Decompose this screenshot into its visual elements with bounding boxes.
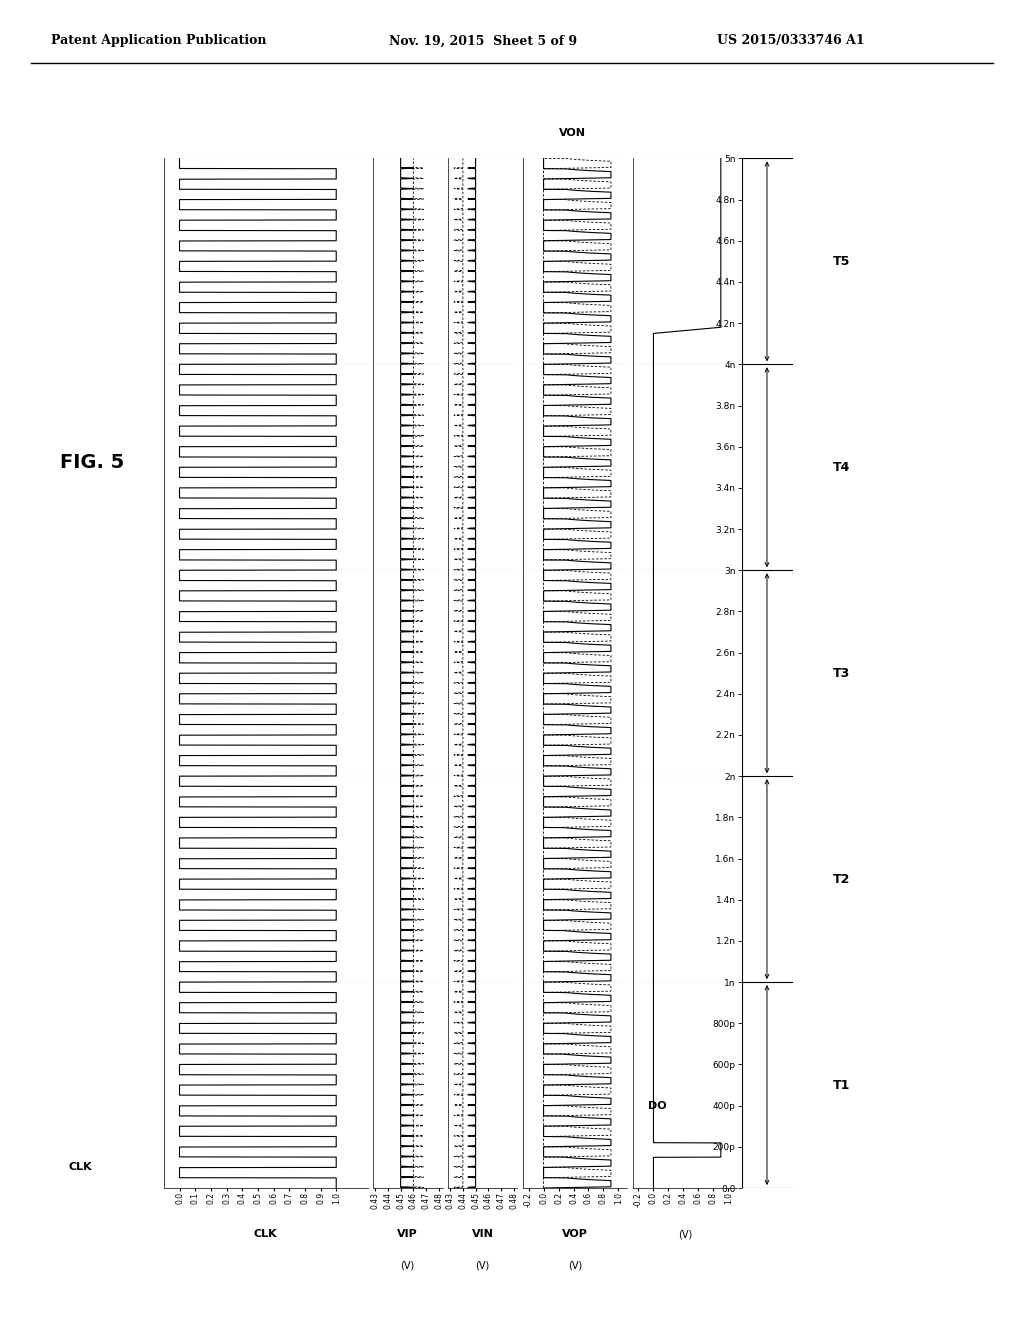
Text: VIN: VIN: [472, 1229, 494, 1239]
Text: T1: T1: [833, 1078, 850, 1092]
Text: FIG. 5: FIG. 5: [60, 453, 124, 471]
Text: CLK: CLK: [254, 1229, 278, 1239]
Text: (V): (V): [568, 1261, 582, 1270]
Text: T4: T4: [833, 461, 850, 474]
Text: Patent Application Publication: Patent Application Publication: [51, 34, 266, 48]
Text: (V): (V): [475, 1261, 489, 1270]
Text: CLK: CLK: [69, 1163, 92, 1172]
Text: T2: T2: [833, 873, 850, 886]
Text: (V): (V): [678, 1229, 692, 1239]
Text: T5: T5: [833, 255, 850, 268]
Text: VON: VON: [559, 128, 587, 137]
Text: VIP: VIP: [397, 1229, 418, 1239]
Text: VOP: VOP: [562, 1229, 588, 1239]
Text: US 2015/0333746 A1: US 2015/0333746 A1: [717, 34, 864, 48]
Text: Nov. 19, 2015  Sheet 5 of 9: Nov. 19, 2015 Sheet 5 of 9: [389, 34, 578, 48]
Text: (V): (V): [400, 1261, 415, 1270]
Text: T3: T3: [833, 667, 850, 680]
Text: DO: DO: [648, 1101, 667, 1110]
